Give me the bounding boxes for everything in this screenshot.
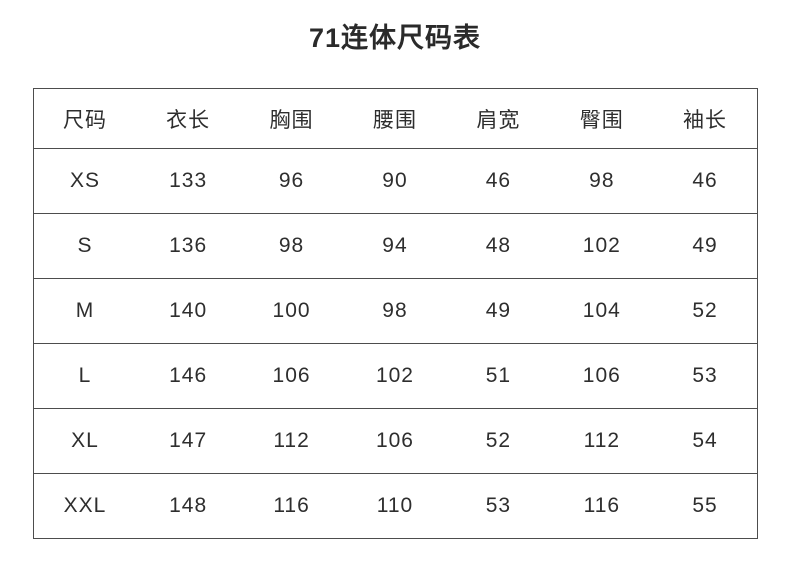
bust-value: 112 bbox=[273, 429, 310, 452]
length-value: 136 bbox=[169, 234, 208, 257]
column-header-bust: 胸围 bbox=[269, 108, 314, 132]
length-value: 147 bbox=[169, 429, 208, 452]
column-header-waist: 腰围 bbox=[372, 108, 417, 132]
size-label: L bbox=[78, 364, 92, 387]
waist-value: 94 bbox=[382, 234, 408, 257]
column-header-sleeve: 袖长 bbox=[683, 108, 728, 132]
hip-value: 116 bbox=[583, 494, 621, 517]
shoulder-value: 46 bbox=[485, 169, 512, 192]
header-row: 尺码 衣长 胸围 腰围 肩宽 臀围 袖长 bbox=[33, 89, 757, 149]
column-header-hip: 臀围 bbox=[579, 108, 624, 132]
size-label: XXL bbox=[63, 494, 107, 517]
length-value: 146 bbox=[169, 364, 208, 387]
shoulder-value: 48 bbox=[485, 234, 512, 257]
page-title: 71连体尺码表 bbox=[308, 23, 482, 53]
sleeve-value: 53 bbox=[692, 364, 718, 387]
column-header-size: 尺码 bbox=[62, 108, 107, 132]
length-value: 140 bbox=[169, 299, 208, 322]
sleeve-value: 46 bbox=[692, 169, 718, 192]
hip-value: 106 bbox=[582, 364, 621, 387]
shoulder-value: 49 bbox=[485, 299, 512, 322]
column-header-shoulder: 肩宽 bbox=[476, 108, 521, 132]
waist-value: 106 bbox=[375, 429, 414, 452]
shoulder-value: 53 bbox=[485, 494, 512, 517]
hip-value: 104 bbox=[582, 299, 621, 322]
table-row-s: S 136 98 94 48 102 49 bbox=[33, 213, 757, 279]
table-row-xxl: XXL 148 116 110 53 116 55 bbox=[33, 473, 757, 539]
bust-value: 116 bbox=[273, 494, 310, 517]
column-header-length: 衣长 bbox=[166, 108, 211, 132]
bust-value: 106 bbox=[272, 364, 311, 387]
length-value: 133 bbox=[169, 169, 208, 192]
shoulder-value: 52 bbox=[485, 429, 512, 452]
hip-value: 102 bbox=[582, 234, 621, 257]
size-label: XL bbox=[71, 429, 99, 452]
waist-value: 102 bbox=[375, 364, 414, 387]
waist-value: 98 bbox=[382, 299, 408, 322]
table-row-xs: XS 133 96 90 46 98 46 bbox=[33, 148, 757, 214]
size-label: M bbox=[75, 299, 95, 322]
table-row-xl: XL 147 112 106 52 112 54 bbox=[33, 408, 757, 474]
length-value: 148 bbox=[169, 494, 208, 517]
size-label: XS bbox=[69, 169, 100, 192]
bust-value: 96 bbox=[278, 169, 305, 192]
sleeve-value: 52 bbox=[692, 299, 718, 322]
shoulder-value: 51 bbox=[485, 364, 512, 387]
waist-value: 110 bbox=[376, 494, 414, 517]
sleeve-value: 55 bbox=[692, 494, 718, 517]
table-row-l: L 146 106 102 51 106 53 bbox=[33, 343, 757, 409]
table-row-m: M 140 100 98 49 104 52 bbox=[33, 278, 757, 344]
size-label: S bbox=[77, 234, 93, 257]
hip-value: 98 bbox=[589, 169, 615, 192]
sleeve-value: 54 bbox=[692, 429, 718, 452]
waist-value: 90 bbox=[382, 169, 408, 192]
bust-value: 98 bbox=[278, 234, 305, 257]
hip-value: 112 bbox=[583, 429, 621, 452]
sleeve-value: 49 bbox=[692, 234, 718, 257]
size-chart-table: 尺码 衣长 胸围 腰围 肩宽 臀围 袖长 XS 133 96 90 46 98 … bbox=[32, 88, 758, 539]
bust-value: 100 bbox=[272, 299, 311, 322]
